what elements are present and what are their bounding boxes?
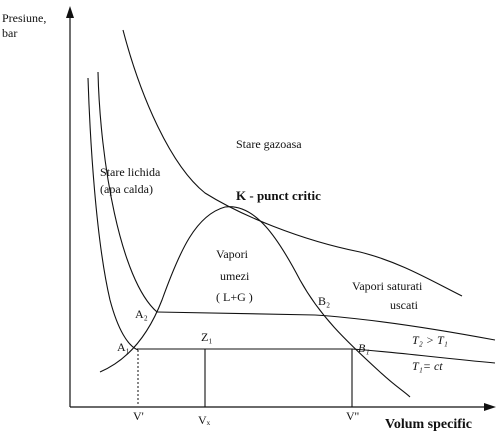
y-axis-label-line1: Presiune, <box>2 11 46 25</box>
liquid-region-label-line2: (apa calda) <box>100 182 153 196</box>
critical-point-label: K - punct critic <box>236 188 321 203</box>
v-double-prime-tick-label: V'' <box>346 409 359 423</box>
wet-vapor-label-line2: umezi <box>220 269 250 283</box>
saturated-vapor-label-line2: uscati <box>390 298 419 312</box>
wet-vapor-label-line1: Vapori <box>216 247 249 261</box>
v-prime-tick-label: V' <box>133 409 144 423</box>
isotherm-t2-curve <box>97 71 158 313</box>
saturation-dome <box>99 206 411 398</box>
isotherm-t1-label: T₁= ct <box>412 359 443 373</box>
wet-vapor-label-line3: ( L+G ) <box>216 290 253 304</box>
point-a1-label: A₁ <box>117 340 130 354</box>
critical-isotherm-curve <box>122 29 463 297</box>
point-b1-label: B₁ <box>358 341 370 355</box>
point-b2-label: B₂ <box>318 294 330 308</box>
point-a2-label: A₂ <box>135 307 148 321</box>
isotherm-t2-label: T₂ > T₁ <box>412 333 448 347</box>
y-axis-label-line2: bar <box>2 26 17 40</box>
x-axis-label: Volum specific <box>385 417 472 432</box>
x-axis-arrow <box>484 403 496 411</box>
y-axis-arrow <box>66 6 74 18</box>
isotherm-t2-tail <box>314 314 496 341</box>
point-z1-label: Z₁ <box>201 330 213 344</box>
gas-region-label: Stare gazoasa <box>236 137 302 151</box>
isotherm-left-curve <box>87 77 139 351</box>
isotherm-t1-tail <box>351 348 496 364</box>
liquid-region-label-line1: Stare lichida <box>100 165 161 179</box>
isotherm-t2-plateau <box>156 311 316 316</box>
saturated-vapor-label-line1: Vapori saturati <box>352 279 423 293</box>
vx-tick-label: Vₓ <box>198 413 211 427</box>
